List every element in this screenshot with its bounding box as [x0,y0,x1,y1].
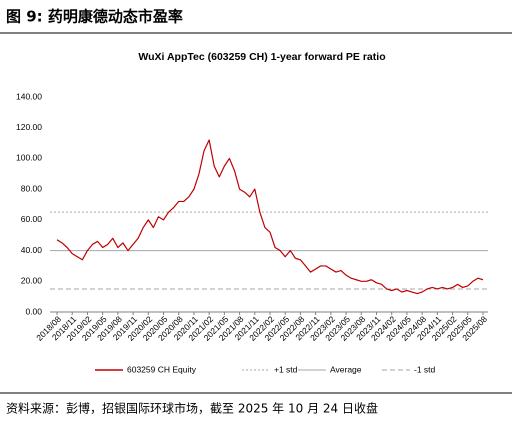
y-tick-label: 100.00 [16,153,42,163]
y-tick-label: 120.00 [16,122,42,132]
y-tick-label: 140.00 [16,91,42,101]
y-tick-label: 20.00 [21,276,43,286]
page-header: 图 9: 药明康德动态市盈率 [6,8,183,26]
y-tick-label: 80.00 [21,183,43,193]
chart-title: WuXi AppTec (603259 CH) 1-year forward P… [138,51,385,63]
legend-label: -1 std [414,364,436,374]
source-note: 资料来源：彭博，招银国际环球市场，截至 2025 年 10 月 24 日收盘 [6,401,378,416]
legend-label: Average [330,364,362,374]
y-tick-label: 0.00 [25,306,42,316]
series-line [56,139,484,295]
legend-label: 603259 CH Equity [127,364,197,374]
y-tick-label: 40.00 [21,245,43,255]
legend-label: +1 std [274,364,298,374]
y-tick-label: 60.00 [21,214,43,224]
